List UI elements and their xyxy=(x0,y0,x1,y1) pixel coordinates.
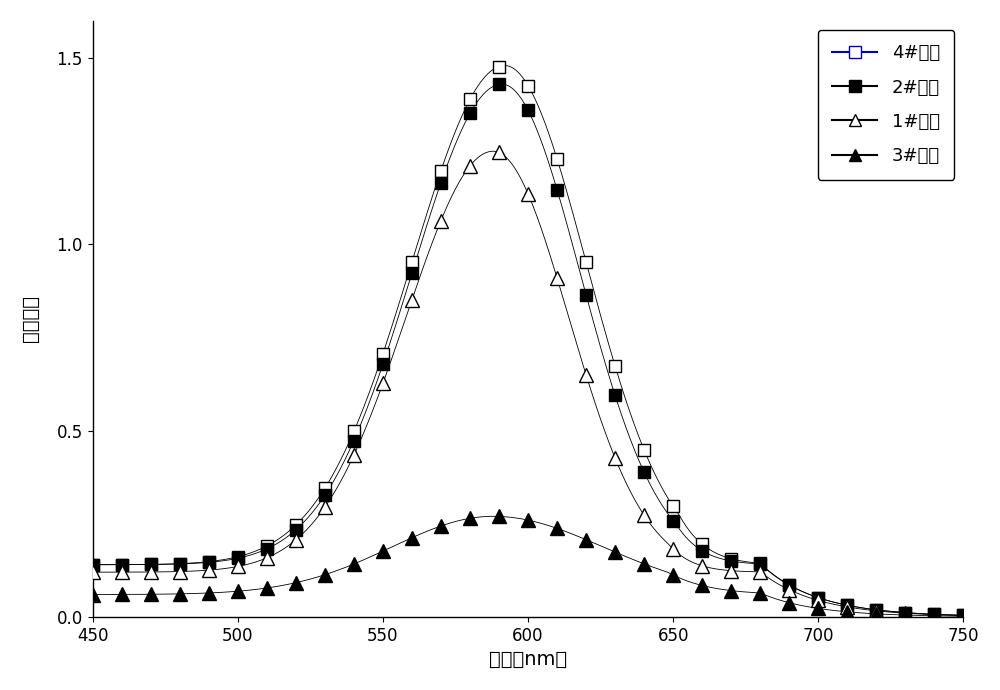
Y-axis label: 吸光度值: 吸光度值 xyxy=(21,295,40,342)
X-axis label: 波长（nm）: 波长（nm） xyxy=(489,650,567,669)
Legend: 4#试管, 2#试管, 1#试管, 3#试管: 4#试管, 2#试管, 1#试管, 3#试管 xyxy=(818,30,954,179)
